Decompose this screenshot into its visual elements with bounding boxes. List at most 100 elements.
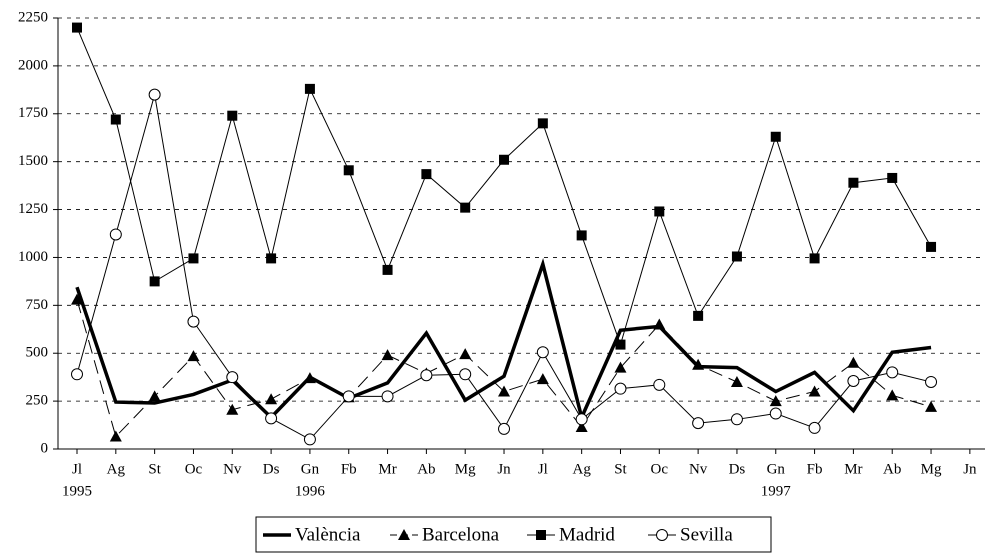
marker (653, 378, 666, 391)
marker (925, 400, 938, 412)
marker (692, 417, 705, 430)
marker (460, 202, 471, 213)
x-tick-label: Gn (767, 461, 786, 477)
marker (303, 433, 316, 446)
marker (808, 421, 821, 434)
marker (887, 172, 898, 183)
marker (693, 310, 704, 321)
x-tick-label: Jn (963, 461, 977, 477)
y-tick-label: 1250 (18, 201, 48, 217)
x-tick-label: Nv (689, 461, 708, 477)
marker (459, 348, 472, 360)
marker (187, 315, 200, 328)
marker (398, 529, 410, 540)
marker (265, 412, 278, 425)
legend-box (255, 516, 772, 553)
year-label: 1996 (295, 483, 326, 499)
x-tick-label: Ds (263, 461, 280, 477)
marker (71, 368, 83, 381)
marker (342, 390, 355, 403)
marker (148, 390, 161, 402)
y-tick-label: 1750 (18, 105, 48, 121)
marker (499, 154, 510, 165)
legend: València Barcelona Madrid Sevilla (255, 516, 772, 553)
marker (654, 206, 665, 217)
marker (769, 407, 782, 420)
marker (536, 530, 546, 540)
marker (188, 253, 199, 264)
marker (303, 372, 316, 384)
y-tick-label: 1500 (18, 153, 48, 169)
marker (575, 413, 588, 426)
year-label: 1997 (761, 483, 792, 499)
x-tick-label: Nv (223, 461, 242, 477)
marker (536, 346, 549, 359)
series-line (76, 27, 932, 347)
marker (848, 177, 859, 188)
y-tick-label: 250 (26, 393, 49, 409)
x-tick-label: Jl (72, 461, 82, 477)
x-tick-label: Oc (651, 461, 669, 477)
marker (925, 375, 938, 388)
marker (187, 350, 200, 362)
x-tick-label: Gn (301, 461, 320, 477)
marker (421, 169, 432, 180)
marker (343, 165, 354, 176)
marker (381, 390, 394, 403)
marker (730, 375, 743, 387)
year-label: 1995 (62, 483, 92, 499)
legend-label: Barcelona (422, 524, 500, 545)
marker (615, 339, 626, 350)
marker (537, 118, 548, 129)
x-tick-label: Ag (107, 461, 126, 477)
marker (808, 385, 821, 397)
marker (653, 318, 666, 330)
marker (770, 131, 781, 142)
marker (265, 393, 278, 405)
marker (498, 385, 511, 397)
series-line (75, 258, 932, 423)
x-tick-label: Mr (844, 461, 862, 477)
marker (576, 230, 587, 241)
y-tick-label: 2000 (18, 57, 48, 73)
marker (498, 422, 511, 435)
marker (109, 430, 122, 442)
x-tick-label: Fb (341, 461, 357, 477)
marker (381, 349, 394, 361)
marker (382, 264, 393, 275)
marker (227, 110, 238, 121)
marker (304, 83, 315, 94)
marker (886, 366, 899, 379)
marker (769, 395, 782, 407)
marker (614, 361, 627, 373)
marker (149, 276, 160, 287)
marker (420, 369, 433, 382)
marker (730, 413, 743, 426)
y-tick-label: 750 (26, 297, 49, 313)
marker (614, 382, 627, 395)
x-tick-label: Jl (538, 461, 548, 477)
marker (847, 356, 860, 368)
x-tick-label: Mg (455, 461, 476, 477)
marker (886, 389, 899, 401)
marker (266, 253, 277, 264)
marker (536, 373, 549, 385)
x-tick-label: Oc (185, 461, 203, 477)
marker (226, 403, 239, 415)
marker (226, 371, 239, 384)
marker (109, 228, 122, 241)
x-tick-label: Ab (883, 461, 901, 477)
y-tick-label: 1000 (18, 249, 48, 265)
legend-label: Sevilla (680, 524, 733, 545)
marker (72, 22, 82, 33)
x-tick-label: St (148, 461, 161, 477)
marker (575, 420, 588, 432)
marker (731, 251, 742, 262)
legend-label: València (295, 524, 361, 545)
marker (809, 253, 820, 264)
x-tick-label: Fb (807, 461, 823, 477)
marker (110, 114, 121, 125)
x-tick-label: Ab (417, 461, 435, 477)
x-tick-label: Jn (497, 461, 511, 477)
y-tick-label: 0 (41, 440, 49, 456)
